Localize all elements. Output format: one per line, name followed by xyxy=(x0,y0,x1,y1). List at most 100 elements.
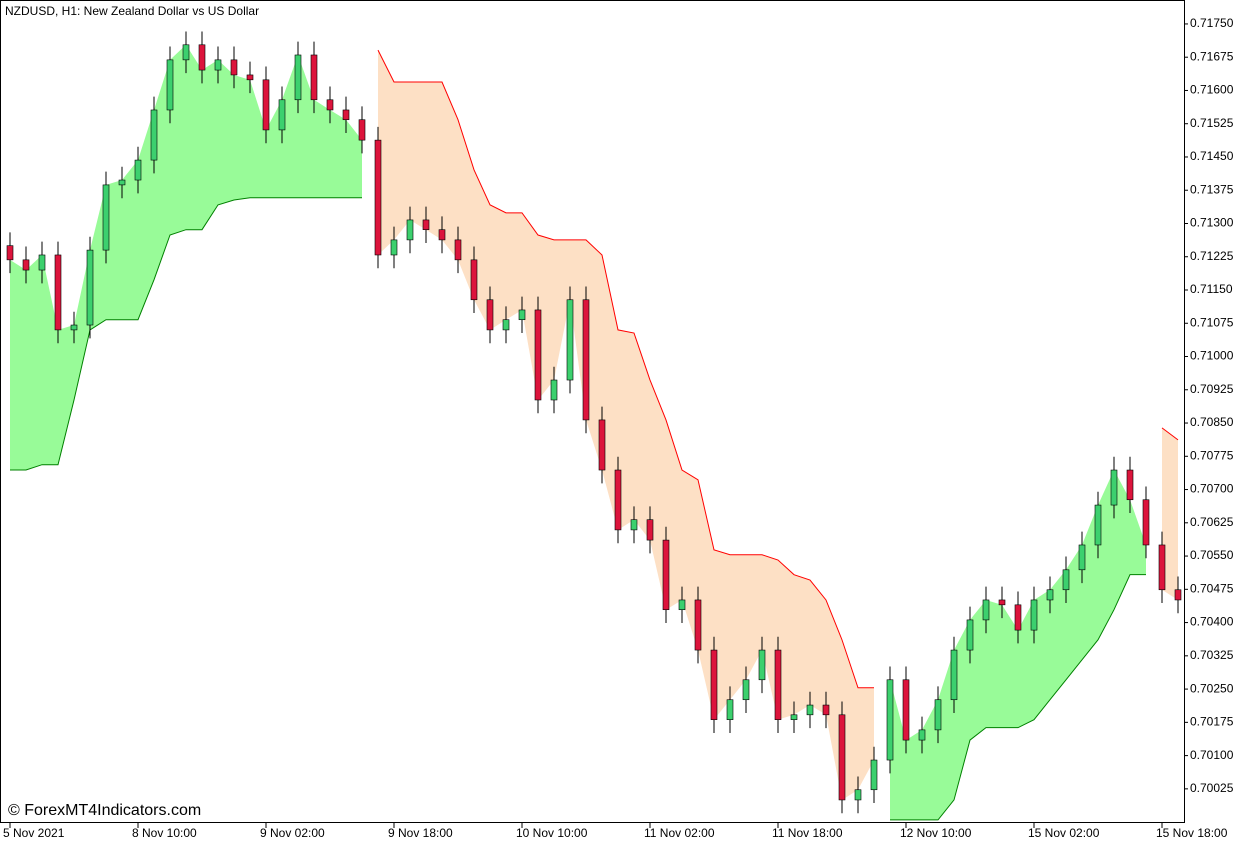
candle-body xyxy=(134,159,142,181)
candle-body xyxy=(374,139,382,256)
candle-body xyxy=(454,239,462,261)
y-tick-label: 0.70850 xyxy=(1190,415,1234,429)
x-tick-label: 12 Nov 10:00 xyxy=(900,826,972,840)
candle-body xyxy=(742,679,750,701)
y-tick-label: 0.70625 xyxy=(1190,515,1234,529)
candle-body xyxy=(358,119,366,141)
candle-body xyxy=(998,599,1006,606)
candle-body xyxy=(726,699,734,720)
candle-body xyxy=(1142,499,1150,546)
candle-body xyxy=(646,519,654,541)
candle-body xyxy=(1110,469,1118,506)
candle-body xyxy=(1046,589,1054,601)
candle-body xyxy=(150,109,158,161)
y-tick-label: 0.71375 xyxy=(1190,182,1234,196)
candle-body xyxy=(1174,589,1182,601)
candle-body xyxy=(102,184,110,251)
candle-body xyxy=(710,649,718,720)
band-fill xyxy=(378,50,874,800)
x-tick-label: 10 Nov 10:00 xyxy=(516,826,588,840)
chart-title: NZDUSD, H1: New Zealand Dollar vs US Dol… xyxy=(5,4,259,18)
x-tick-label: 9 Nov 02:00 xyxy=(260,826,325,840)
candle-body xyxy=(22,259,30,271)
candle-body xyxy=(1158,544,1166,591)
y-tick-label: 0.71750 xyxy=(1190,16,1234,30)
candle-body xyxy=(38,254,46,271)
candle-body xyxy=(54,254,62,331)
candle-body xyxy=(262,79,270,131)
candle-body xyxy=(182,44,190,61)
y-tick-label: 0.70475 xyxy=(1190,581,1234,595)
candle-body xyxy=(694,599,702,651)
candle-body xyxy=(966,619,974,651)
candle-body xyxy=(870,759,878,791)
candle-body xyxy=(326,99,334,111)
candle-body xyxy=(822,704,830,716)
candle-body xyxy=(662,539,670,611)
x-tick-label: 15 Nov 18:00 xyxy=(1156,826,1228,840)
candle-body xyxy=(294,54,302,101)
candle-body xyxy=(230,59,238,76)
y-tick-label: 0.71150 xyxy=(1190,282,1233,296)
y-tick-label: 0.71600 xyxy=(1190,83,1234,97)
candle-body xyxy=(422,219,430,230)
candle-body xyxy=(198,44,206,71)
y-tick-label: 0.71675 xyxy=(1190,49,1234,63)
candle-body xyxy=(630,519,638,531)
y-tick-label: 0.70700 xyxy=(1190,482,1234,496)
candle-body xyxy=(758,649,766,681)
candle-body xyxy=(982,599,990,621)
candle-body xyxy=(310,54,318,101)
candle-body xyxy=(838,714,846,801)
x-tick-label: 5 Nov 2021 xyxy=(3,826,65,840)
candle-body xyxy=(1094,504,1102,546)
x-tick-label: 15 Nov 02:00 xyxy=(1028,826,1100,840)
band-line xyxy=(10,197,362,471)
candle-body xyxy=(518,309,526,321)
y-tick-label: 0.70775 xyxy=(1190,448,1234,462)
x-tick-label: 11 Nov 18:00 xyxy=(772,826,843,840)
candle-body xyxy=(598,419,606,471)
y-tick-label: 0.71300 xyxy=(1190,216,1234,230)
candle-body xyxy=(214,59,222,71)
band-line xyxy=(890,574,1146,821)
y-tick-label: 0.70325 xyxy=(1190,648,1234,662)
y-tick-label: 0.71075 xyxy=(1190,315,1234,329)
band-line xyxy=(377,49,874,689)
watermark: © ForexMT4Indicators.com xyxy=(8,802,201,819)
candle-body xyxy=(934,699,942,731)
candle-body xyxy=(790,714,798,720)
candle-body xyxy=(774,649,782,720)
candle-body xyxy=(70,324,78,331)
candle-body xyxy=(886,679,894,761)
y-tick-label: 0.70250 xyxy=(1190,681,1234,695)
y-tick-label: 0.70925 xyxy=(1190,382,1234,396)
y-tick-label: 0.70175 xyxy=(1190,715,1234,729)
x-tick-label: 8 Nov 10:00 xyxy=(132,826,197,840)
candle-body xyxy=(1030,599,1038,631)
y-tick-label: 0.71000 xyxy=(1190,349,1234,363)
candle-body xyxy=(534,309,542,401)
candle-body xyxy=(678,599,686,611)
y-tick-label: 0.70400 xyxy=(1190,615,1234,629)
candle-body xyxy=(854,789,862,801)
x-tick-label: 11 Nov 02:00 xyxy=(644,826,715,840)
candle-body xyxy=(6,245,14,261)
candle-body xyxy=(1078,544,1086,571)
candle-body xyxy=(918,729,926,741)
y-tick-label: 0.71525 xyxy=(1190,116,1234,130)
candle-body xyxy=(550,379,558,401)
x-tick-label: 9 Nov 18:00 xyxy=(388,826,453,840)
candle-body xyxy=(1014,604,1022,631)
candle-body xyxy=(486,299,494,331)
candle-body xyxy=(166,59,174,111)
y-tick-label: 0.71450 xyxy=(1190,149,1234,163)
band-line xyxy=(1161,427,1179,441)
y-tick-label: 0.70025 xyxy=(1190,781,1234,795)
y-tick-label: 0.70100 xyxy=(1190,748,1234,762)
candle-body xyxy=(470,259,478,301)
candle-body xyxy=(406,219,414,241)
y-tick-label: 0.71225 xyxy=(1190,249,1234,263)
candle-body xyxy=(118,179,126,186)
